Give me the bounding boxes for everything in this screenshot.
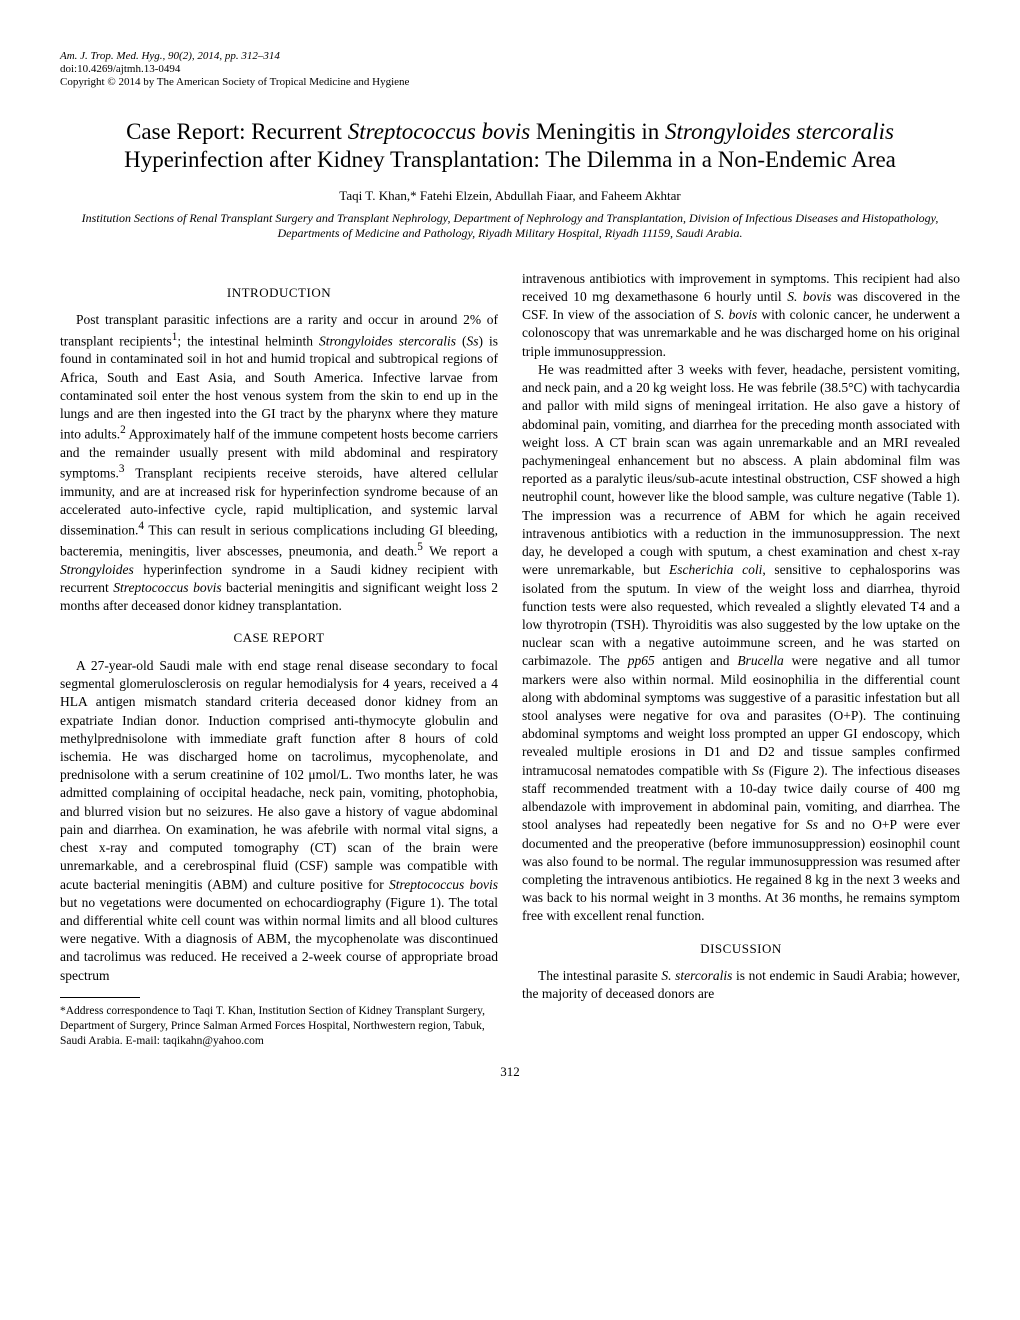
text: (	[456, 333, 466, 348]
copyright: Copyright © 2014 by The American Society…	[60, 76, 960, 89]
doi: doi:10.4269/ajtmh.13-0494	[60, 63, 960, 76]
case-paragraph-1-cont: intravenous antibiotics with improvement…	[522, 270, 960, 361]
case-paragraph-1: A 27-year-old Saudi male with end stage …	[60, 657, 498, 985]
text: were negative and all tumor markers were…	[522, 653, 960, 777]
title-mid: Meningitis in	[530, 119, 665, 144]
correspondence: *Address correspondence to Taqi T. Khan,…	[60, 1004, 498, 1049]
abbrev: Ss	[466, 333, 478, 348]
case-report-heading: CASE REPORT	[60, 629, 498, 647]
title-species-2: Strongyloides stercoralis	[665, 119, 894, 144]
species: Streptococcus bovis	[113, 580, 221, 595]
genus: Strongyloides	[60, 562, 134, 577]
title-line-2: Hyperinfection after Kidney Transplantat…	[124, 147, 896, 172]
species: Escherichia coli	[669, 562, 762, 577]
discussion-paragraph: The intestinal parasite S. stercoralis i…	[522, 967, 960, 1003]
body-columns: INTRODUCTION Post transplant parasitic i…	[60, 270, 960, 1049]
abbrev: Ss	[752, 763, 764, 778]
title-prefix: Case Report: Recurrent	[126, 119, 348, 144]
species: S. bovis	[787, 289, 831, 304]
text: A 27-year-old Saudi male with end stage …	[60, 658, 498, 892]
footnote-rule	[60, 997, 140, 998]
page-number: 312	[60, 1063, 960, 1081]
text: He was readmitted after 3 weeks with fev…	[522, 362, 960, 577]
discussion-heading: DISCUSSION	[522, 940, 960, 958]
correspondence-block: *Address correspondence to Taqi T. Khan,…	[60, 997, 498, 1049]
abbrev: Ss	[806, 817, 818, 832]
intro-paragraph: Post transplant parasitic infections are…	[60, 311, 498, 615]
species: Strongyloides stercoralis	[319, 333, 456, 348]
text: antigen and	[655, 653, 738, 668]
introduction-heading: INTRODUCTION	[60, 284, 498, 302]
text: The intestinal parasite	[538, 968, 661, 983]
text: but no vegetations were documented on ec…	[60, 895, 498, 983]
species: Streptococcus bovis	[389, 877, 498, 892]
author-list: Taqi T. Khan,* Fatehi Elzein, Abdullah F…	[60, 187, 960, 205]
antigen: pp65	[628, 653, 655, 668]
text: ; the intestinal helminth	[177, 333, 319, 348]
affiliation: Institution Sections of Renal Transplant…	[60, 211, 960, 242]
text: and no O+P were ever documented and the …	[522, 817, 960, 923]
text: We report a	[423, 543, 498, 558]
species: S. bovis	[714, 307, 757, 322]
case-paragraph-2: He was readmitted after 3 weeks with fev…	[522, 361, 960, 926]
article-title: Case Report: Recurrent Streptococcus bov…	[60, 118, 960, 176]
species: S. stercoralis	[661, 968, 732, 983]
genus: Brucella	[737, 653, 784, 668]
title-species-1: Streptococcus bovis	[348, 119, 530, 144]
journal-reference: Am. J. Trop. Med. Hyg., 90(2), 2014, pp.…	[60, 50, 960, 63]
